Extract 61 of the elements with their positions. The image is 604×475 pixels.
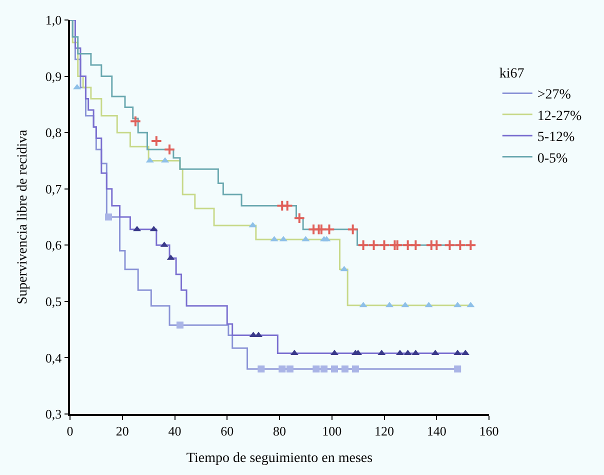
y-tick-label: 0,8 xyxy=(45,125,62,140)
point xyxy=(341,365,348,372)
point xyxy=(340,266,348,272)
point xyxy=(176,322,184,329)
point xyxy=(320,365,328,372)
point xyxy=(330,365,338,372)
point xyxy=(378,239,390,252)
x-tick-label: 80 xyxy=(273,423,286,438)
point xyxy=(316,223,328,236)
point xyxy=(150,135,162,147)
point xyxy=(454,365,462,372)
point xyxy=(402,239,414,252)
x-tick-label: 40 xyxy=(168,423,182,438)
point xyxy=(410,239,422,252)
point xyxy=(454,302,462,308)
point xyxy=(248,222,257,228)
y-tick-label: 0,7 xyxy=(45,181,62,196)
point xyxy=(323,223,336,236)
point xyxy=(454,239,466,252)
point xyxy=(368,239,380,252)
point xyxy=(359,302,368,308)
point xyxy=(401,302,410,308)
point xyxy=(294,212,306,224)
point xyxy=(424,302,433,308)
x-tick-label: 20 xyxy=(116,423,129,438)
point xyxy=(278,365,286,372)
x-tick-label: 0 xyxy=(66,423,74,438)
point xyxy=(286,365,294,372)
x-tick-label: 160 xyxy=(479,423,499,438)
point xyxy=(130,115,142,128)
y-tick-label: 0,4 xyxy=(45,350,62,366)
legend-title: ki67 xyxy=(499,66,524,82)
point xyxy=(150,226,158,232)
legend-label: 12-27% xyxy=(537,108,582,124)
legend-label: 5-12% xyxy=(537,130,576,146)
y-tick-label: 0,6 xyxy=(45,238,62,253)
y-tick-label: 0,3 xyxy=(45,406,62,422)
y-tick-label: 0,5 xyxy=(45,294,62,309)
x-tick-label: 60 xyxy=(220,423,234,438)
point xyxy=(466,302,475,308)
point xyxy=(105,214,112,220)
x-tick-label: 140 xyxy=(426,423,446,438)
legend-label: >27% xyxy=(537,88,572,103)
legend-label: 0-5% xyxy=(537,151,568,166)
point xyxy=(133,226,142,232)
x-tick-label: 100 xyxy=(322,423,342,438)
point xyxy=(430,239,443,252)
point xyxy=(444,239,456,252)
point xyxy=(164,144,176,156)
x-tick-label: 120 xyxy=(374,423,394,438)
y-tick-label: 0,9 xyxy=(45,68,62,84)
point xyxy=(312,365,320,372)
x-axis-title: Tiempo de seguimiento en meses xyxy=(186,451,373,466)
y-tick-label: 1,0 xyxy=(45,12,62,28)
point xyxy=(357,239,370,252)
y-axis-title: Supervivencia libre de recidiva xyxy=(16,128,30,304)
point xyxy=(258,365,265,372)
point xyxy=(346,223,359,236)
point xyxy=(464,239,477,252)
point xyxy=(352,365,359,372)
point xyxy=(391,239,404,252)
